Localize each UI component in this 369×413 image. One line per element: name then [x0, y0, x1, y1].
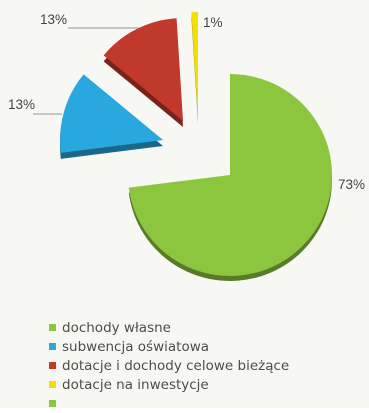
legend-label: subwencja oświatowa: [62, 338, 210, 355]
legend-item: dotacje i dochody celowe bieżące: [49, 356, 289, 375]
legend-swatch: [49, 362, 56, 369]
legend-label: dotacje i dochody celowe bieżące: [62, 357, 290, 374]
pie-slice-3: [103, 18, 183, 127]
pie-slice-1: [128, 74, 332, 281]
data-label: 13%: [40, 12, 67, 27]
legend-item: dotacje na inwestycje: [49, 375, 289, 394]
pie-slice-4: [191, 12, 198, 123]
data-label: 73%: [338, 177, 365, 192]
legend-swatch: [49, 400, 56, 407]
legend-swatch: [49, 324, 56, 331]
pie-slice-face: [60, 74, 164, 153]
legend-item: dochody własne: [49, 318, 289, 337]
pie-slice-2: [60, 74, 164, 159]
legend-label: dotacje na inwestycje: [62, 376, 209, 393]
data-label: 13%: [8, 97, 35, 112]
data-label: 1%: [203, 15, 223, 30]
legend-label: dochody własne: [62, 319, 171, 336]
pie-slice-face: [103, 18, 183, 121]
legend-swatch: [49, 343, 56, 350]
pie-slice-face: [191, 12, 198, 118]
pie-slice-face: [128, 74, 332, 276]
legend-swatch: [49, 381, 56, 388]
legend-item: subwencja oświatowa: [49, 337, 289, 356]
legend-item: [49, 394, 289, 413]
legend: dochody własne subwencja oświatowa dotacje…: [49, 318, 289, 413]
